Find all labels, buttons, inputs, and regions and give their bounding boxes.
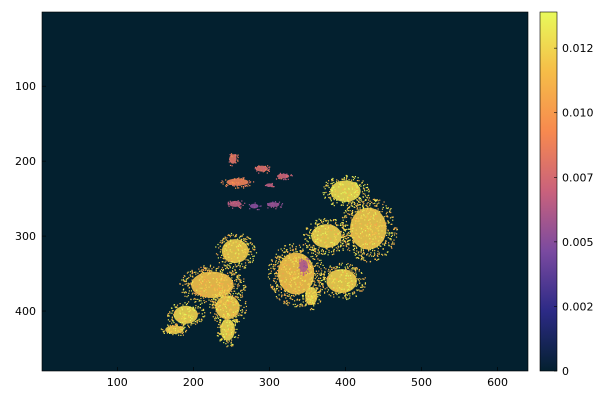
heatmap-region xyxy=(298,258,311,276)
heatmap-regions xyxy=(160,153,398,348)
x-tick-label: 400 xyxy=(335,376,356,389)
heatmap-region xyxy=(228,153,239,167)
y-axis: 100 200 300 400 xyxy=(15,80,46,318)
colorbar-axis: 0 0.002 0.005 0.007 0.010 0.012 xyxy=(554,42,594,378)
heatmap-region xyxy=(167,301,206,330)
colorbar-tick-label: 0 xyxy=(562,365,569,378)
heatmap-region xyxy=(301,283,322,311)
heatmap-region xyxy=(227,200,246,209)
y-tick-label: 100 xyxy=(15,80,36,93)
colorbar-tick-label: 0.007 xyxy=(562,171,594,184)
plot-background xyxy=(42,12,528,371)
x-tick-label: 600 xyxy=(487,376,508,389)
colorbar-tick-label: 0.012 xyxy=(562,42,594,55)
heatmap-region xyxy=(275,172,293,181)
heatmap-region xyxy=(340,196,398,263)
y-tick-label: 400 xyxy=(15,305,36,318)
colorbar-tick-label: 0.005 xyxy=(562,236,594,249)
heatmap-region xyxy=(248,202,262,211)
colorbar xyxy=(540,12,557,371)
heatmap-region xyxy=(215,232,258,271)
heatmap-region xyxy=(216,312,240,348)
heatmap-region xyxy=(267,201,284,210)
x-tick-label: 500 xyxy=(411,376,432,389)
x-tick-label: 200 xyxy=(183,376,204,389)
heatmap-region xyxy=(264,182,275,188)
heatmap-region xyxy=(179,264,247,307)
plot-frame xyxy=(41,11,529,372)
y-tick-label: 200 xyxy=(15,155,36,168)
heatmap-region xyxy=(254,165,271,174)
x-axis: 100 200 300 400 500 600 xyxy=(107,367,508,389)
heatmap-region xyxy=(322,174,370,210)
heatmap-region xyxy=(209,288,247,327)
colorbar-frame xyxy=(539,11,558,372)
x-tick-label: 100 xyxy=(107,376,128,389)
x-tick-label: 300 xyxy=(259,376,280,389)
heatmap-region xyxy=(318,262,366,301)
heatmap-region xyxy=(160,323,188,336)
heatmap-region xyxy=(220,177,255,189)
y-tick-label: 300 xyxy=(15,230,36,243)
colorbar-tick-label: 0.002 xyxy=(562,300,594,313)
colorbar-tick-label: 0.010 xyxy=(562,107,594,120)
